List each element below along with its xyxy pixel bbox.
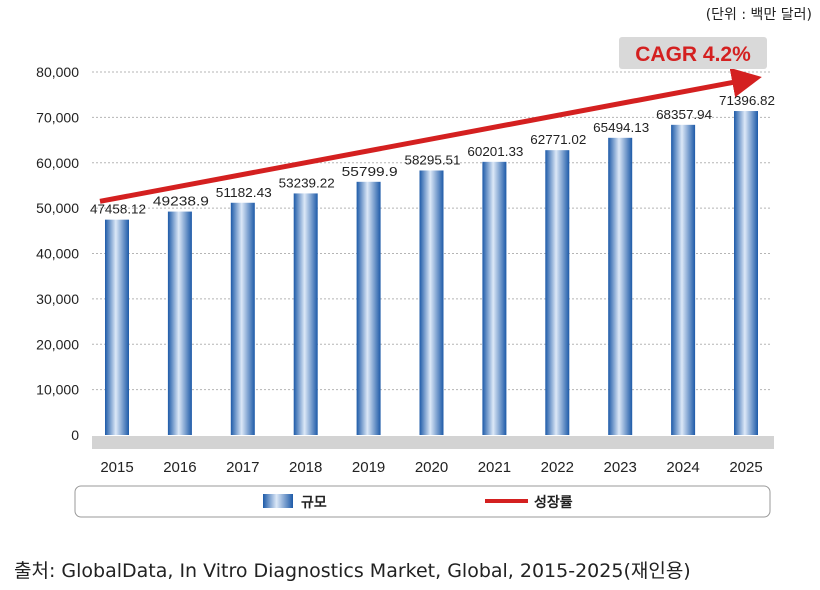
source-note: 출처: GlobalData, In Vitro Diagnostics Mar… bbox=[14, 560, 691, 582]
bar-2019 bbox=[356, 181, 381, 435]
data-label-2016: 49238.9 bbox=[153, 195, 209, 209]
y-tick-label: 30,000 bbox=[36, 291, 79, 307]
y-tick-label: 80,000 bbox=[36, 64, 79, 80]
data-label-2020: 58295.51 bbox=[405, 153, 461, 167]
bar-2017 bbox=[230, 202, 255, 435]
bar-2024 bbox=[671, 124, 696, 436]
x-tick-label-2018: 2018 bbox=[289, 459, 322, 476]
y-tick-label: 20,000 bbox=[36, 336, 79, 352]
bar-2025 bbox=[734, 111, 758, 435]
data-label-2022: 62771.02 bbox=[530, 133, 586, 147]
cagr-badge bbox=[619, 37, 767, 69]
bar-2022 bbox=[545, 150, 570, 435]
data-label-2025: 71396.82 bbox=[719, 94, 775, 108]
y-tick-label: 50,000 bbox=[36, 200, 79, 216]
x-tick-label-2019: 2019 bbox=[352, 459, 385, 476]
data-label-2023: 65494.13 bbox=[593, 121, 649, 135]
unit-note: (단위 : 백만 달러) bbox=[705, 7, 812, 23]
data-label-2024: 68357.94 bbox=[656, 108, 712, 122]
bar-2021 bbox=[482, 161, 507, 435]
legend-swatch-bar bbox=[263, 494, 293, 508]
bars bbox=[105, 111, 758, 436]
bar-chart: 47458.12 49238.9 51182.43 53239.22 55799.9 58… bbox=[36, 37, 775, 518]
trend-arrow-group bbox=[99, 67, 762, 204]
bar-2016 bbox=[167, 211, 192, 435]
x-axis-ticks: 2015 2016 2017 2018 2019 2020 2021 2022 2023 2024… bbox=[100, 459, 762, 476]
data-label-2018: 53239.22 bbox=[279, 176, 335, 190]
data-label-2015: 47458.12 bbox=[90, 203, 146, 217]
data-label-2017: 51182.43 bbox=[216, 186, 272, 200]
x-axis-floor bbox=[92, 436, 774, 449]
data-label-2019: 55799.9 bbox=[342, 165, 398, 179]
cagr-label: CAGR 4.2% bbox=[635, 43, 751, 66]
y-tick-label: 70,000 bbox=[36, 109, 79, 125]
x-tick-label-2021: 2021 bbox=[478, 459, 511, 476]
y-tick-label: 0 bbox=[71, 427, 79, 443]
bar-2023 bbox=[608, 137, 633, 436]
x-tick-label-2016: 2016 bbox=[163, 459, 196, 476]
y-tick-label: 10,000 bbox=[36, 382, 79, 398]
bar-2020 bbox=[419, 170, 444, 435]
data-labels: 47458.12 49238.9 51182.43 53239.22 55799.9 58… bbox=[90, 94, 775, 217]
y-tick-label: 40,000 bbox=[36, 246, 79, 262]
x-tick-label-2020: 2020 bbox=[415, 459, 448, 476]
x-tick-label-2025: 2025 bbox=[729, 459, 762, 476]
data-label-2021: 60201.33 bbox=[467, 145, 523, 159]
x-tick-label-2022: 2022 bbox=[541, 459, 574, 476]
legend: 규모 성장률 bbox=[74, 485, 771, 518]
legend-label-line: 성장률 bbox=[534, 494, 573, 511]
bar-2018 bbox=[293, 193, 318, 435]
legend-box bbox=[74, 485, 771, 518]
x-tick-label-2023: 2023 bbox=[604, 459, 637, 476]
x-axis-band bbox=[92, 436, 774, 449]
x-tick-label-2015: 2015 bbox=[100, 459, 133, 476]
legend-label-bar: 규모 bbox=[301, 495, 327, 511]
x-tick-label-2024: 2024 bbox=[666, 459, 699, 476]
trend-arrow bbox=[99, 67, 762, 204]
x-tick-label-2017: 2017 bbox=[226, 459, 259, 476]
y-axis-ticks: 0 10,000 20,000 30,000 40,000 50,000 60,000 70,… bbox=[36, 64, 79, 443]
y-tick-label: 60,000 bbox=[36, 155, 79, 171]
bar-2015 bbox=[105, 219, 129, 435]
cagr-badge-group: CAGR 4.2% bbox=[619, 37, 767, 69]
